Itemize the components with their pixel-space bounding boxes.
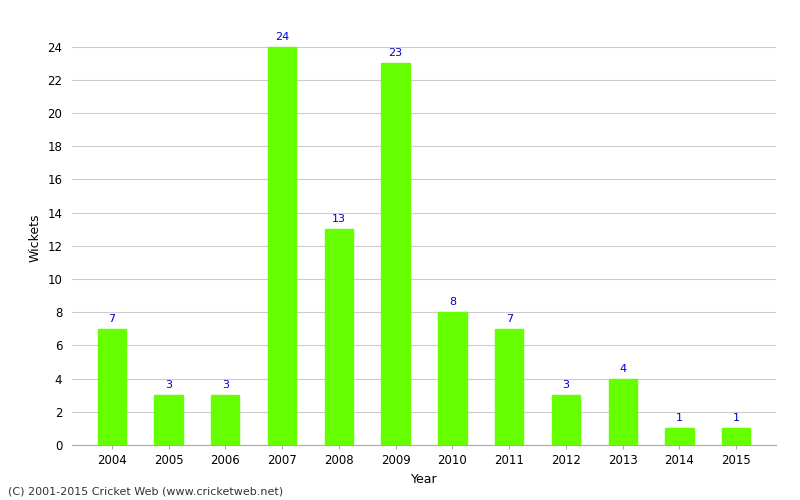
Bar [268,46,296,445]
Text: 24: 24 [275,32,289,42]
Bar [722,428,750,445]
Bar [98,329,126,445]
Text: 3: 3 [222,380,229,390]
Text: 4: 4 [619,364,626,374]
Bar [666,428,694,445]
Text: 7: 7 [506,314,513,324]
Bar [609,378,637,445]
Text: 3: 3 [562,380,570,390]
X-axis label: Year: Year [410,472,438,486]
Text: 1: 1 [676,414,683,424]
Bar [325,229,353,445]
Bar [495,329,523,445]
Bar [154,395,182,445]
Text: 7: 7 [108,314,115,324]
Text: 1: 1 [733,414,740,424]
Text: 23: 23 [389,48,402,58]
Text: 8: 8 [449,297,456,307]
Text: (C) 2001-2015 Cricket Web (www.cricketweb.net): (C) 2001-2015 Cricket Web (www.cricketwe… [8,487,283,497]
Text: 13: 13 [332,214,346,224]
Bar [552,395,580,445]
Bar [438,312,466,445]
Y-axis label: Wickets: Wickets [29,213,42,262]
Text: 3: 3 [165,380,172,390]
Bar [211,395,239,445]
Bar [382,63,410,445]
